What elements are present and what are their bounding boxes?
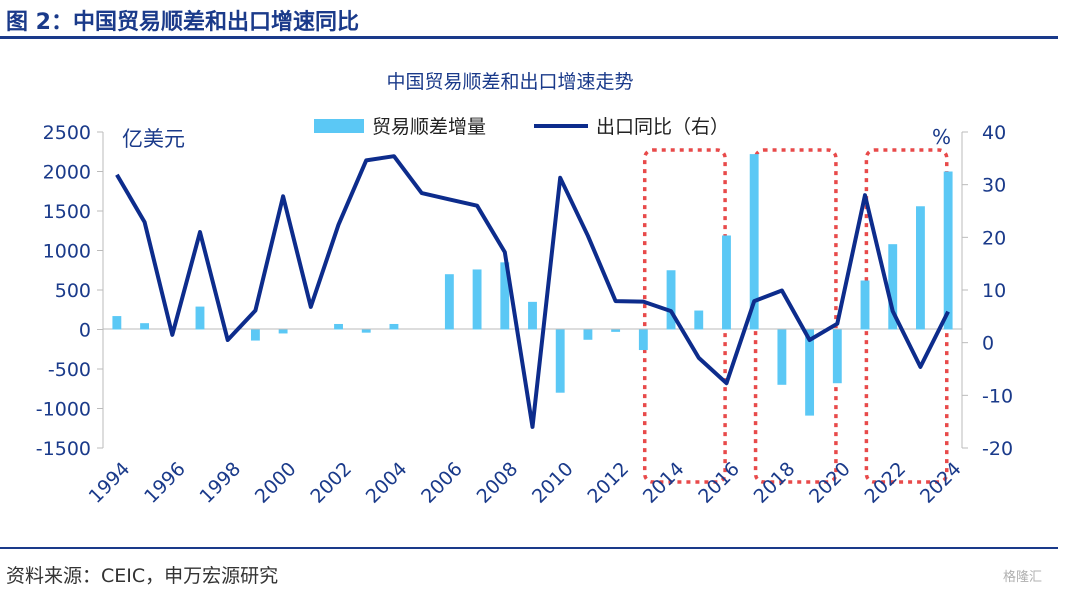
x-tick-label: 1996 — [140, 458, 190, 508]
trade-surplus-bar — [361, 329, 371, 333]
figure-title: 图 2：中国贸易顺差和出口增速同比 — [6, 10, 359, 35]
trade-surplus-bar — [195, 306, 205, 330]
trade-surplus-bar — [555, 329, 565, 393]
trade-surplus-bar — [666, 270, 676, 330]
trade-surplus-bar — [749, 154, 759, 330]
trade-surplus-bar — [611, 329, 621, 332]
trade-surplus-bar — [500, 262, 510, 330]
right-tick-label: 10 — [982, 280, 1006, 302]
trade-surplus-bar — [888, 244, 898, 330]
x-tick-label: 2004 — [362, 458, 412, 508]
trade-surplus-bar — [832, 329, 842, 384]
trade-surplus-bar — [638, 329, 648, 351]
x-tick-label: 2012 — [583, 458, 633, 508]
trade-surplus-bar — [943, 171, 953, 330]
right-tick-label: -20 — [982, 438, 1013, 460]
left-tick-label: 0 — [79, 320, 91, 342]
x-tick-label: 2006 — [417, 458, 467, 508]
left-axis-unit: 亿美元 — [122, 127, 185, 151]
highlight-box — [864, 148, 949, 484]
trade-surplus-bar — [140, 323, 149, 330]
right-tick-label: 40 — [982, 122, 1006, 144]
left-tick-label: -1000 — [36, 399, 91, 421]
trade-surplus-bar — [278, 329, 288, 334]
source-note: 资料来源：CEIC，申万宏源研究 — [6, 565, 279, 587]
right-tick-label: -10 — [982, 385, 1013, 407]
x-tick-label: 2020 — [805, 458, 855, 508]
chart: 中国贸易顺差和出口增速走势 贸易顺差增量 出口同比（右） 亿美元 % 2500 2… — [36, 71, 1013, 508]
legend-bar-swatch — [314, 119, 364, 133]
legend-line-label: 出口同比（右） — [596, 116, 729, 138]
highlight-box — [642, 148, 727, 484]
trade-surplus-bar — [250, 329, 260, 341]
chart-title: 中国贸易顺差和出口增速走势 — [386, 71, 633, 93]
x-tick-label: 2008 — [473, 458, 523, 508]
trade-surplus-bar — [777, 329, 787, 385]
right-axis-unit: % — [932, 125, 951, 149]
x-tick-label: 1998 — [195, 458, 245, 508]
trade-surplus-bar — [389, 323, 399, 330]
x-tick-label: 1994 — [85, 458, 135, 508]
right-tick-label: 20 — [982, 227, 1006, 249]
trade-surplus-bar — [444, 274, 454, 330]
trade-surplus-bar — [334, 323, 343, 330]
right-tick-label: 0 — [982, 333, 994, 355]
left-tick-label: 2000 — [43, 162, 91, 184]
x-tick-label: 2010 — [528, 458, 578, 508]
left-tick-label: 1500 — [43, 201, 91, 223]
trade-surplus-bar — [916, 206, 925, 330]
x-tick-label: 2024 — [916, 458, 966, 508]
x-tick-label: 2002 — [306, 458, 356, 508]
trade-surplus-bar — [805, 329, 815, 416]
watermark: 格隆汇 — [1003, 570, 1043, 585]
left-tick-label: 1000 — [43, 241, 91, 263]
trade-surplus-bar — [722, 235, 731, 330]
legend-bar-label: 贸易顺差增量 — [372, 116, 486, 138]
trade-surplus-bar — [860, 280, 870, 330]
trade-surplus-bar — [472, 269, 482, 330]
top-rule — [0, 36, 1058, 39]
trade-surplus-bar — [528, 301, 537, 330]
right-tick-label: 30 — [982, 175, 1006, 197]
left-tick-label: 2500 — [43, 122, 91, 144]
x-tick-label: 2000 — [251, 458, 301, 508]
trade-surplus-bar — [694, 310, 704, 330]
bottom-rule — [0, 547, 1058, 549]
left-tick-label: -500 — [48, 359, 91, 381]
left-tick-label: -1500 — [36, 438, 91, 460]
export-yoy-line — [115, 154, 950, 429]
trade-surplus-bar — [112, 316, 122, 330]
trade-surplus-bar — [583, 329, 593, 340]
x-tick-label: 2016 — [694, 458, 744, 508]
left-tick-label: 500 — [55, 280, 91, 302]
